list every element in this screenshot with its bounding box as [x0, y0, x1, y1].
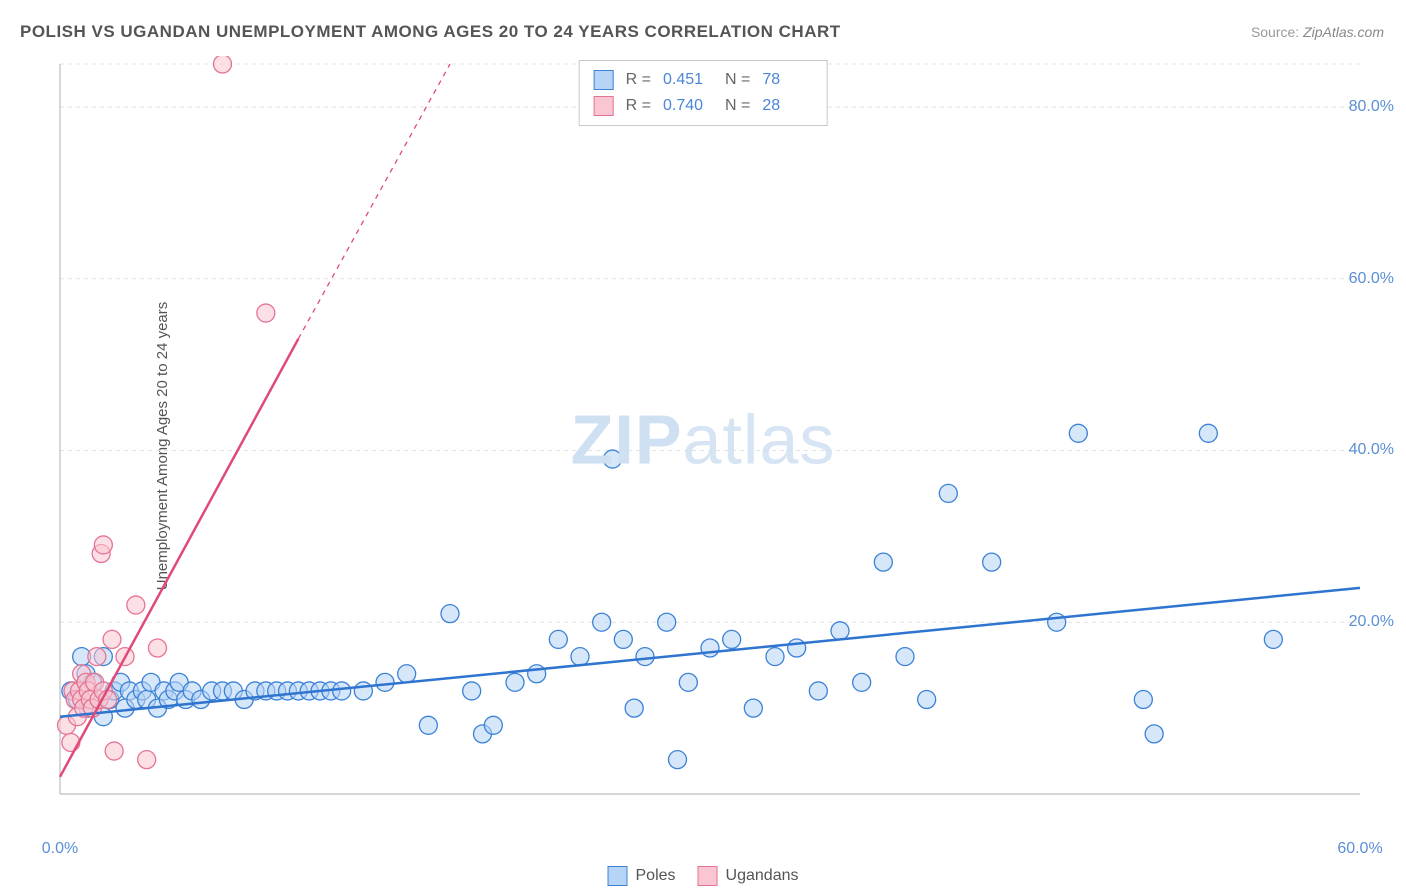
- x-tick-label: 60.0%: [1337, 840, 1382, 858]
- swatch-pink: [594, 96, 614, 116]
- n-value: 78: [762, 67, 812, 93]
- swatch-blue: [608, 866, 628, 886]
- n-value: 28: [762, 93, 812, 119]
- r-label: R =: [626, 93, 651, 119]
- y-tick-label: 40.0%: [1349, 441, 1394, 459]
- legend-row-poles: R = 0.451 N = 78: [594, 67, 813, 93]
- legend-label: Poles: [636, 867, 676, 885]
- legend-item-ugandans: Ugandans: [698, 866, 799, 886]
- series-legend: Poles Ugandans: [608, 866, 799, 886]
- r-label: R =: [626, 67, 651, 93]
- y-tick-label: 80.0%: [1349, 98, 1394, 116]
- plot-area: [48, 56, 1388, 846]
- n-label: N =: [725, 93, 750, 119]
- source-attribution: Source: ZipAtlas.com: [1251, 24, 1384, 40]
- legend-row-ugandans: R = 0.740 N = 28: [594, 93, 813, 119]
- chart-title: POLISH VS UGANDAN UNEMPLOYMENT AMONG AGE…: [20, 22, 841, 42]
- source-value: ZipAtlas.com: [1303, 24, 1384, 40]
- legend-item-poles: Poles: [608, 866, 676, 886]
- source-label: Source:: [1251, 24, 1299, 40]
- y-tick-label: 20.0%: [1349, 613, 1394, 631]
- r-value: 0.740: [663, 93, 713, 119]
- r-value: 0.451: [663, 67, 713, 93]
- scatter-chart: [48, 56, 1388, 846]
- x-tick-label: 0.0%: [42, 840, 78, 858]
- y-tick-label: 60.0%: [1349, 270, 1394, 288]
- legend-label: Ugandans: [726, 867, 799, 885]
- correlation-legend: R = 0.451 N = 78 R = 0.740 N = 28: [579, 60, 828, 126]
- swatch-pink: [698, 866, 718, 886]
- n-label: N =: [725, 67, 750, 93]
- swatch-blue: [594, 70, 614, 90]
